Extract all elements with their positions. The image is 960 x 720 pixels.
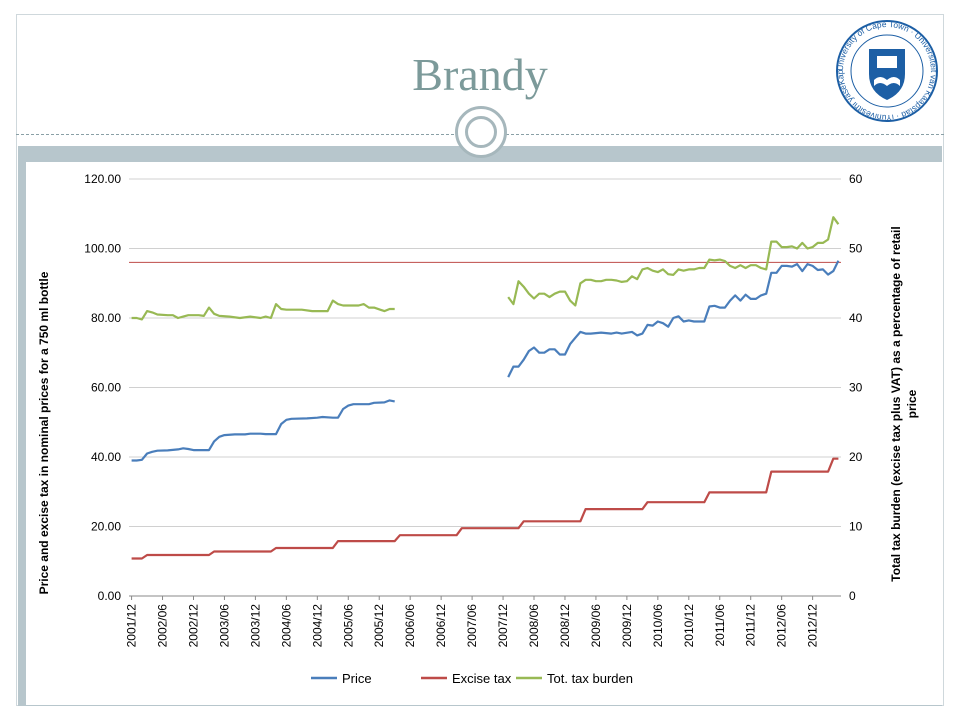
- chart-legend: Price Excise tax Tot. tax burden: [311, 671, 633, 686]
- left-y-tick-label: 120.00: [84, 172, 121, 186]
- right-y-tick-label: 0: [849, 589, 856, 603]
- x-tick-label: 2008/06: [527, 604, 541, 648]
- x-tick-label: 2010/12: [682, 604, 696, 648]
- x-tick-label: 2007/12: [496, 604, 510, 648]
- series-line-excise-tax: [131, 457, 839, 560]
- x-tick-label: 2012/06: [775, 604, 789, 648]
- series-line-price: [131, 399, 395, 462]
- x-tick-label: 2005/06: [341, 604, 355, 648]
- legend-label: Tot. tax burden: [547, 671, 633, 686]
- x-tick-label: 2009/12: [620, 604, 634, 648]
- x-tick-label: 2011/12: [744, 604, 758, 647]
- slide-title: Brandy: [412, 49, 548, 100]
- legend-label: Excise tax: [452, 671, 512, 686]
- x-tick-label: 2008/12: [558, 604, 572, 648]
- right-y-tick-label: 10: [849, 520, 863, 534]
- right-y-tick-label: 40: [849, 311, 863, 325]
- series-line-price: [507, 260, 840, 378]
- x-tick-label: 2001/12: [125, 604, 139, 648]
- legend-label: Price: [342, 671, 372, 686]
- x-tick-label: 2005/12: [372, 604, 386, 648]
- right-y-tick-label: 50: [849, 242, 863, 256]
- left-y-tick-label: 60.00: [91, 381, 121, 395]
- university-logo: University of Cape Town · Universiteit v…: [832, 16, 939, 123]
- series-layer: [131, 216, 840, 560]
- x-tick-label: 2012/12: [806, 604, 820, 648]
- left-y-tick-label: 100.00: [84, 242, 121, 256]
- logo-inner-ring: [850, 34, 924, 108]
- x-tick-label: 2009/06: [589, 604, 603, 648]
- right-y-tick-label: 30: [849, 381, 863, 395]
- right-y-axis: 0 10 20 30 40 50 60: [849, 172, 863, 603]
- logo-waves: [874, 77, 900, 86]
- x-tick-label: 2004/12: [310, 604, 324, 648]
- right-y-tick-label: 60: [849, 172, 863, 186]
- left-y-tick-label: 20.00: [91, 520, 121, 534]
- left-y-tick-label: 80.00: [91, 311, 121, 325]
- divider-ring-inner: [465, 116, 497, 148]
- left-y-tick-label: 40.00: [91, 450, 121, 464]
- grid-layer: [129, 178, 841, 597]
- x-tick-label: 2003/06: [217, 604, 231, 648]
- right-y-tick-label: 20: [849, 450, 863, 464]
- x-tick-label: 2010/06: [651, 604, 665, 648]
- logo-book: [877, 56, 897, 68]
- x-tick-label: 2002/12: [186, 604, 200, 648]
- right-y-axis-label-line2: price: [905, 389, 919, 418]
- right-y-axis-label-line1: Total tax burden (excise tax plus VAT) a…: [889, 226, 903, 581]
- x-tick-label: 2006/06: [403, 604, 417, 648]
- divider-ring-ornament: [455, 106, 507, 158]
- x-tick-label: 2003/12: [248, 604, 262, 648]
- left-y-axis-label: Price and excise tax in nominal prices f…: [37, 271, 51, 594]
- x-tick-label: 2007/06: [465, 604, 479, 648]
- x-tick-label: 2006/12: [434, 604, 448, 648]
- series-line-tot-tax-burden: [507, 216, 840, 307]
- left-y-tick-label: 0.00: [98, 589, 122, 603]
- left-y-axis: 0.00 20.00 40.00 60.00 80.00 100.00 120.00: [84, 172, 121, 603]
- x-axis: 2001/12 2002/06 2002/12 2003/06 2003/12 2004/…: [125, 596, 820, 647]
- chart-svg: 0.00 20.00 40.00 60.00 80.00 100.00 120.00 0 10…: [37, 172, 919, 686]
- x-tick-label: 2002/06: [156, 604, 170, 648]
- x-tick-label: 2011/06: [713, 604, 727, 647]
- series-line-tot-tax-burden: [131, 299, 395, 321]
- chart-panel: 0.00 20.00 40.00 60.00 80.00 100.00 120.00 0 10…: [26, 162, 942, 705]
- x-tick-label: 2004/06: [279, 604, 293, 648]
